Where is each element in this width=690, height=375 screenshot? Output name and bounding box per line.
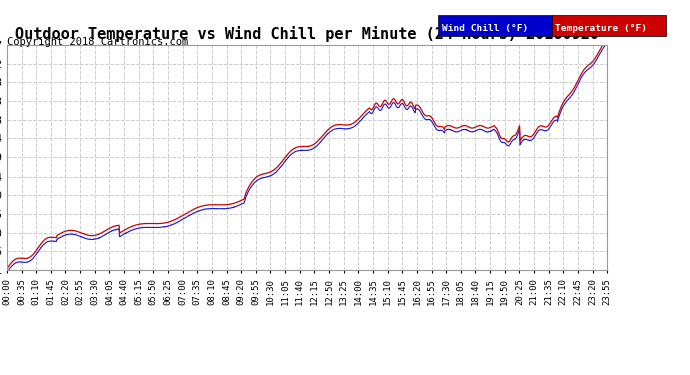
Text: Wind Chill (°F): Wind Chill (°F) <box>442 24 528 33</box>
Text: Temperature (°F): Temperature (°F) <box>555 24 647 33</box>
Text: Copyright 2018 Cartronics.com: Copyright 2018 Cartronics.com <box>7 37 188 47</box>
Title: Outdoor Temperature vs Wind Chill per Minute (24 Hours) 20180920: Outdoor Temperature vs Wind Chill per Mi… <box>15 27 599 42</box>
